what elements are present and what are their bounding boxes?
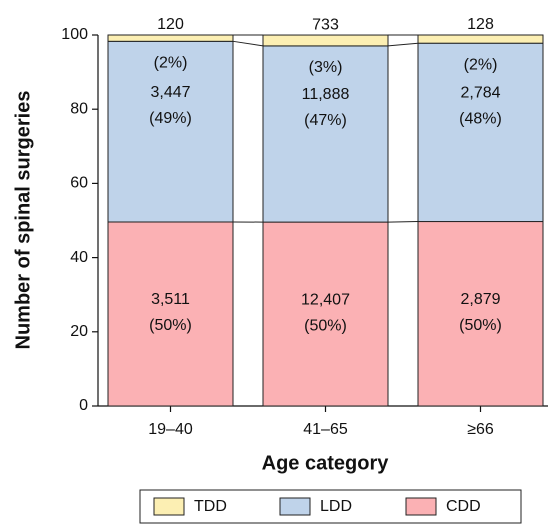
connector <box>387 42 419 47</box>
bar-segment <box>417 221 544 407</box>
bar-segment <box>107 221 234 407</box>
bar-segment <box>107 34 234 42</box>
value-label: (50%) <box>304 317 347 334</box>
value-label: (50%) <box>149 317 192 334</box>
count-label: 2,784 <box>460 85 500 102</box>
connector <box>387 221 419 223</box>
legend-swatch <box>405 497 437 516</box>
value-label: (2%) <box>154 55 188 72</box>
y-tick-label: 80 <box>70 100 88 117</box>
value-label: (50%) <box>459 317 502 334</box>
legend-label: LDD <box>320 498 352 515</box>
legend-box <box>139 489 522 524</box>
bar-segment <box>262 221 389 407</box>
bar-segment <box>417 42 544 223</box>
bar-segment <box>417 34 544 44</box>
count-label: 733 <box>312 16 339 33</box>
bar-segment <box>107 40 234 223</box>
count-label: 128 <box>467 16 494 33</box>
count-label: 120 <box>157 16 184 33</box>
legend-swatch <box>279 497 311 516</box>
value-label: (2%) <box>464 56 498 73</box>
y-tick-label: 100 <box>61 26 88 43</box>
legend-label: CDD <box>446 498 481 515</box>
y-tick-label: 40 <box>70 249 88 266</box>
x-tick-label: 41–65 <box>303 421 348 438</box>
count-label: 2,879 <box>460 291 500 308</box>
legend-label: TDD <box>194 498 227 515</box>
connector <box>232 40 264 47</box>
y-tick-label: 60 <box>70 175 88 192</box>
count-label: 11,888 <box>302 86 350 103</box>
x-axis-title: Age category <box>262 452 390 474</box>
bar-segment <box>262 34 389 47</box>
value-label: (47%) <box>304 112 347 129</box>
count-label: 3,447 <box>150 84 190 101</box>
value-label: (3%) <box>309 59 343 76</box>
legend-swatch <box>153 497 185 516</box>
y-tick-label: 0 <box>79 397 88 414</box>
count-label: 12,407 <box>301 291 350 308</box>
x-tick-label: 19–40 <box>148 421 193 438</box>
y-axis-title: Number of spinal surgeries <box>12 91 34 350</box>
x-tick-label: ≥66 <box>467 421 494 438</box>
bar-segment <box>262 45 389 223</box>
count-label: 3,511 <box>151 291 190 308</box>
value-label: (49%) <box>149 110 192 127</box>
y-tick-label: 20 <box>70 323 88 340</box>
value-label: (48%) <box>459 111 502 128</box>
